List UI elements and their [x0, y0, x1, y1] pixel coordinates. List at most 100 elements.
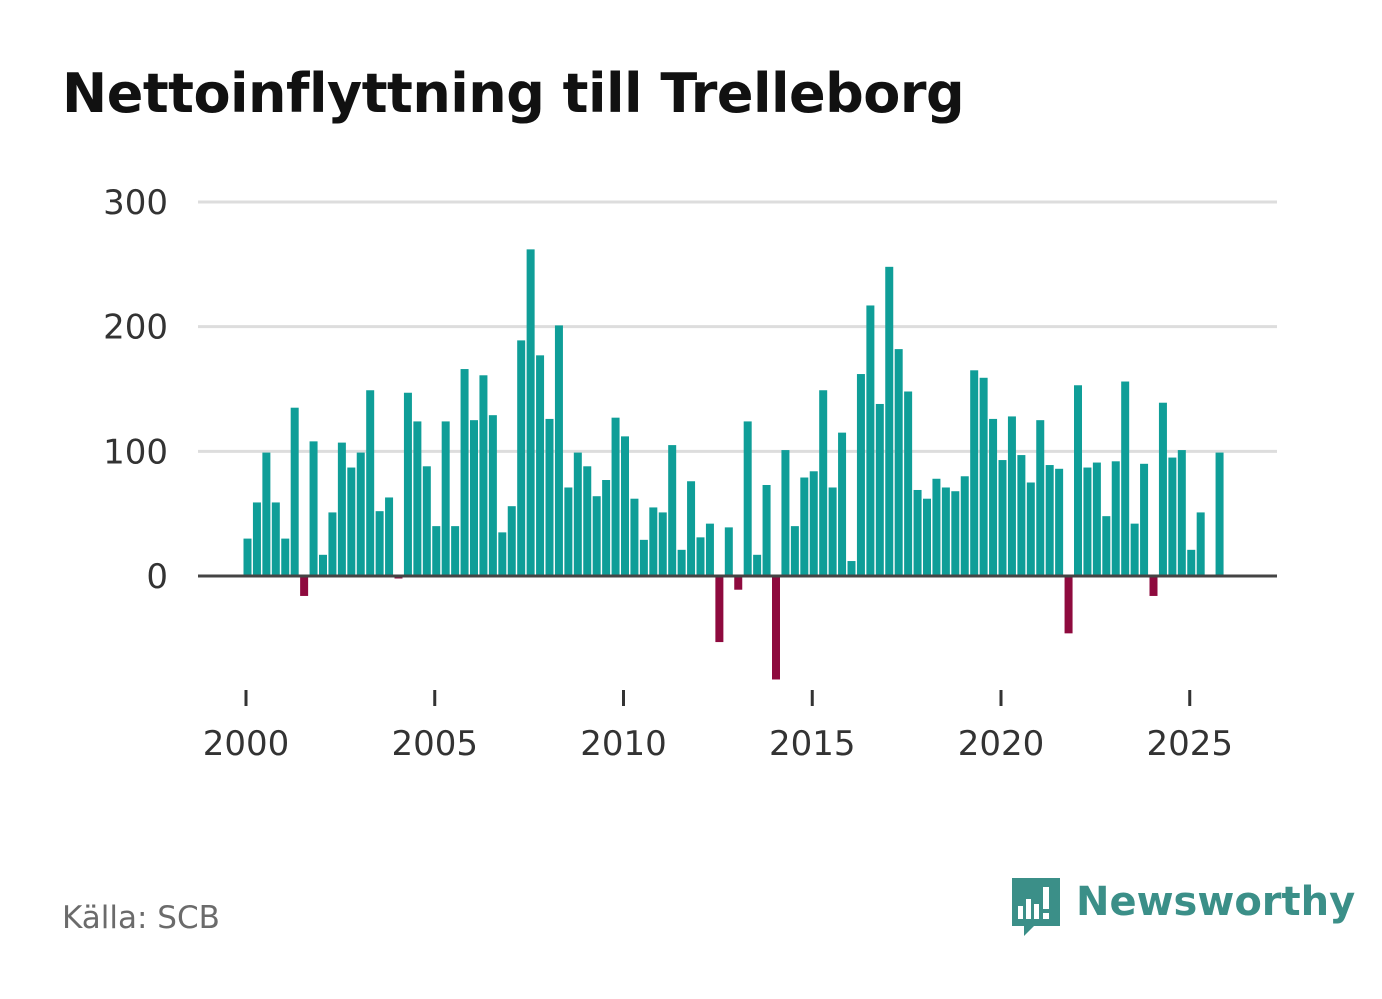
bar: [1036, 420, 1045, 576]
bar: [677, 549, 686, 576]
bar: [951, 491, 960, 576]
bar: [290, 407, 299, 576]
bar: [526, 249, 535, 576]
brand-name: Newsworthy: [1076, 879, 1356, 925]
bar: [696, 537, 705, 576]
y-tick-label: 300: [103, 183, 168, 223]
bar: [498, 532, 507, 576]
bar: [932, 478, 941, 576]
bar: [611, 417, 620, 576]
bar: [441, 421, 450, 576]
bar: [328, 512, 337, 576]
bar: [649, 507, 658, 576]
bar: [375, 511, 384, 576]
bar: [1168, 457, 1177, 576]
bar: [356, 452, 365, 576]
bar: [838, 432, 847, 576]
bar: [1092, 462, 1101, 576]
bar: [347, 467, 356, 576]
bar: [790, 526, 799, 576]
bar: [724, 527, 733, 576]
bar: [875, 403, 884, 576]
bar: [734, 576, 743, 590]
bar: [536, 355, 545, 576]
bar: [252, 502, 261, 576]
bar: [621, 436, 629, 576]
x-tick-label: 2005: [391, 724, 478, 764]
bar: [743, 421, 752, 576]
bar: [385, 497, 394, 576]
bar: [941, 487, 950, 576]
bar: [885, 266, 894, 576]
bar: [809, 471, 818, 576]
bar: [904, 391, 913, 576]
bar: [592, 496, 601, 576]
bar: [800, 477, 809, 576]
bar: [847, 561, 856, 576]
bar: [422, 466, 431, 576]
x-tick-label: 2000: [203, 724, 290, 764]
bar: [1187, 549, 1196, 576]
y-tick-label: 0: [146, 557, 168, 597]
bar: [460, 369, 469, 576]
brand[interactable]: Newsworthy: [1012, 878, 1355, 940]
y-tick-label: 100: [103, 432, 168, 472]
bar: [319, 554, 327, 576]
bar: [1158, 402, 1167, 576]
bar: [1149, 576, 1158, 596]
bar: [451, 526, 460, 576]
bar: [762, 484, 771, 576]
chart-title: Nettoinflyttning till Trelleborg: [62, 62, 965, 125]
x-tick-label: 2020: [958, 724, 1045, 764]
bar: [979, 377, 988, 576]
bar: [894, 349, 903, 576]
bar: [1102, 516, 1111, 576]
bar: [545, 418, 554, 576]
x-tick-label: 2015: [769, 724, 856, 764]
y-tick-label: 200: [103, 308, 168, 348]
bar: [960, 476, 969, 576]
bar: [413, 421, 422, 576]
bar: [913, 489, 922, 576]
bar: [470, 420, 478, 576]
bar: [705, 523, 714, 576]
bar: [488, 415, 497, 576]
newsworthy-logo-icon: [1012, 878, 1060, 936]
source-note: Källa: SCB: [62, 900, 220, 936]
bar: [554, 325, 563, 576]
bar: [753, 554, 762, 576]
bar: [970, 370, 979, 576]
bar: [1026, 482, 1035, 576]
bar: [1045, 465, 1054, 576]
bar: [300, 576, 309, 596]
bar: [658, 512, 667, 576]
bar: [715, 576, 724, 643]
bar: [507, 506, 516, 576]
bar: [866, 305, 875, 576]
bar: [1111, 461, 1120, 576]
bar: [1196, 512, 1205, 576]
bar: [998, 460, 1007, 576]
bar: [687, 481, 696, 576]
bar: [432, 526, 441, 576]
bar: [819, 390, 828, 576]
bar: [262, 452, 271, 576]
bar: [639, 539, 648, 576]
bar: [309, 441, 318, 576]
bar: [602, 480, 611, 576]
bar: [923, 498, 931, 576]
bar: [479, 375, 488, 576]
bar: [403, 392, 412, 576]
bar: [630, 498, 639, 576]
bar: [1064, 576, 1073, 634]
bar: [281, 538, 290, 576]
bar: [1130, 523, 1139, 576]
x-tick-label: 2010: [580, 724, 667, 764]
bar: [989, 418, 998, 576]
bar: [583, 466, 592, 576]
bar: [1121, 381, 1130, 576]
bar: [1177, 450, 1186, 576]
bar: [1083, 467, 1092, 576]
bar: [1215, 452, 1224, 576]
bar: [517, 340, 526, 576]
